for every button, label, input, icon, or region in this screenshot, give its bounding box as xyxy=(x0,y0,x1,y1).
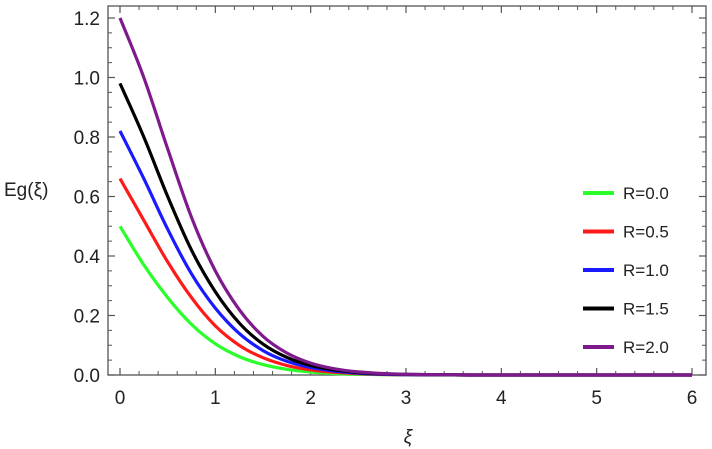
series-line-r-2-0 xyxy=(118,17,692,377)
x-tick-label: 6 xyxy=(687,388,698,409)
x-tick-label: 1 xyxy=(210,388,221,409)
y-axis-ticks: 0.0 0.2 0.4 0.6 0.8 1.0 1.2 xyxy=(74,9,706,387)
y-tick-label: 1.0 xyxy=(74,69,100,90)
plot-border xyxy=(107,5,707,376)
x-tick-label: 0 xyxy=(115,388,126,409)
legend-label: R=1.0 xyxy=(623,261,669,280)
x-tick-label: 4 xyxy=(496,388,507,409)
legend: R=0.0 R=0.5 R=1.0 R=1.5 R=2.0 xyxy=(583,184,669,357)
plot-frame xyxy=(107,5,707,376)
x-tick-label: 2 xyxy=(305,388,316,409)
x-axis-title: ξ xyxy=(404,427,414,448)
x-tick-label: 5 xyxy=(591,388,602,409)
legend-label: R=1.5 xyxy=(623,300,669,319)
legend-label: R=0.5 xyxy=(623,223,669,242)
series-line-r-1-5 xyxy=(118,82,692,377)
y-tick-label: 0.8 xyxy=(74,128,100,149)
x-tick-label: 3 xyxy=(401,388,412,409)
legend-label: R=2.0 xyxy=(623,338,669,357)
y-axis-title: Eg(ξ) xyxy=(4,180,48,201)
series-lines xyxy=(118,17,692,377)
y-tick-label: 0.0 xyxy=(74,366,100,387)
y-tick-label: 1.2 xyxy=(74,9,100,30)
y-tick-label: 0.6 xyxy=(74,188,100,209)
y-tick-label: 0.2 xyxy=(74,307,100,328)
y-tick-label: 0.4 xyxy=(74,247,101,268)
x-axis-ticks: 0 1 2 3 4 5 6 xyxy=(115,6,698,409)
legend-label: R=0.0 xyxy=(623,184,669,203)
